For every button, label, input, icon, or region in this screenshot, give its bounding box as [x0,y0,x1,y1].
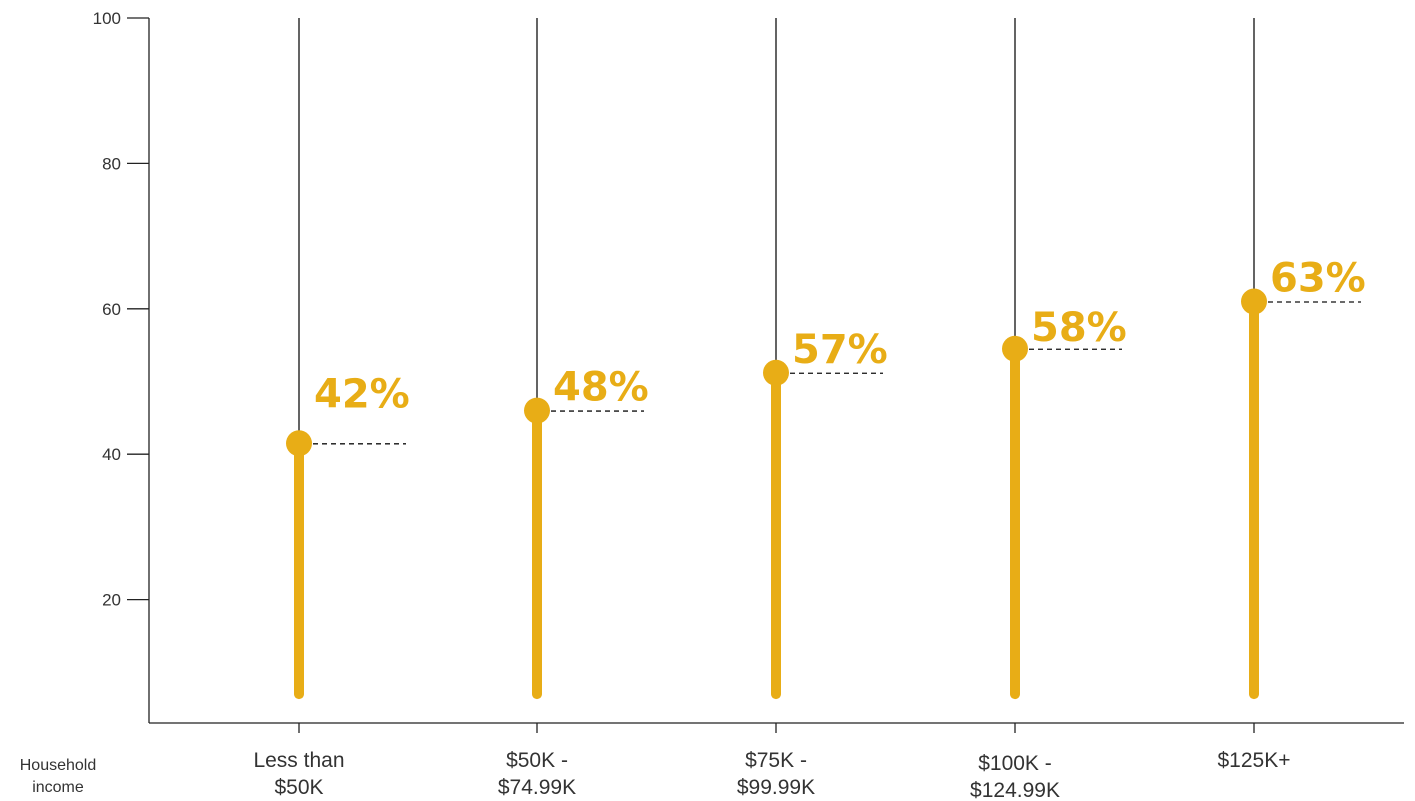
lollipop-dot [1241,288,1267,315]
chart-marks: 42% 48% 57% 58% 63% [286,18,1366,700]
value-label: 48% [553,365,649,411]
lollipop-dot [763,359,789,386]
x-tick-label: $125K+ [1218,749,1291,772]
x-tick-label: Less than $50K [253,749,344,799]
x-tick-label: $50K -$74.99K [498,749,576,799]
y-tick-label: 100 [93,9,121,28]
x-axis-title: Household income [20,757,97,796]
value-label: 63% [1270,256,1366,302]
lollipop-dot [524,397,550,424]
x-tick-label: $75K -$99.99K [737,749,815,799]
y-tick-label: 80 [102,154,121,173]
axes: 20 40 60 80 100 Household income Less than $50K $… [20,9,1404,801]
y-tick-label: 40 [102,445,121,464]
value-label: 58% [1031,305,1127,351]
y-tick-label: 60 [102,300,121,319]
value-label: 42% [314,371,410,417]
x-tick-label: $100K -$124.99K [970,752,1060,801]
lollipop-dot [286,430,312,457]
lollipop-dot [1002,335,1028,362]
y-tick-label: 20 [102,591,121,610]
value-label: 57% [792,327,888,373]
